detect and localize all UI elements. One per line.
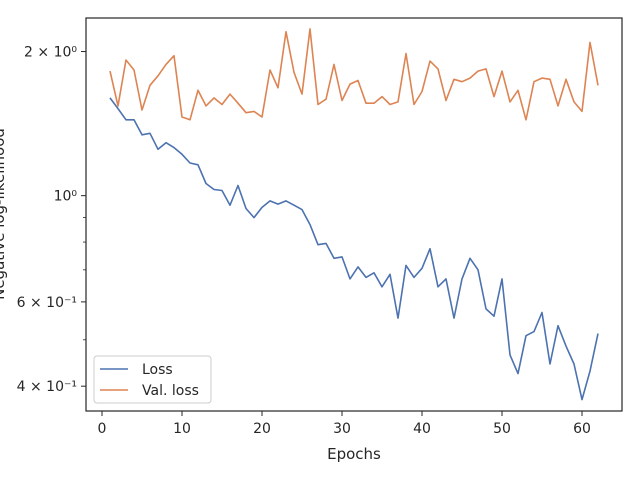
series-lines <box>109 28 599 401</box>
x-tick-label: 50 <box>493 421 511 437</box>
y-tick-label: 6 × 10⁻¹ <box>17 295 77 311</box>
y-tick-label: 4 × 10⁻¹ <box>17 379 77 395</box>
legend: Loss Val. loss <box>93 355 212 404</box>
x-tick-label: 20 <box>253 421 271 437</box>
series-line-loss <box>109 97 599 401</box>
x-axis-label: Epochs <box>327 445 381 463</box>
y-axis: 4 × 10⁻¹ 6 × 10⁻¹ 10⁰ 2 × 10⁰ <box>17 45 86 395</box>
legend-box <box>93 355 212 404</box>
x-tick-label: 60 <box>573 421 591 437</box>
x-tick-label: 0 <box>98 421 107 437</box>
y-axis-label: Negative log-likelihood <box>0 128 8 300</box>
x-axis: 0 10 20 30 40 50 60 <box>98 411 591 437</box>
x-tick-label: 30 <box>333 421 351 437</box>
plot-area <box>86 18 622 411</box>
y-tick-label: 10⁰ <box>54 189 78 205</box>
legend-label-val-loss: Val. loss <box>142 383 199 399</box>
x-tick-label: 40 <box>413 421 431 437</box>
legend-label-loss: Loss <box>142 362 173 378</box>
x-tick-label: 10 <box>173 421 191 437</box>
y-tick-label: 2 × 10⁰ <box>24 45 77 61</box>
plot-frame <box>85 17 623 412</box>
series-line-val-loss <box>109 28 599 121</box>
